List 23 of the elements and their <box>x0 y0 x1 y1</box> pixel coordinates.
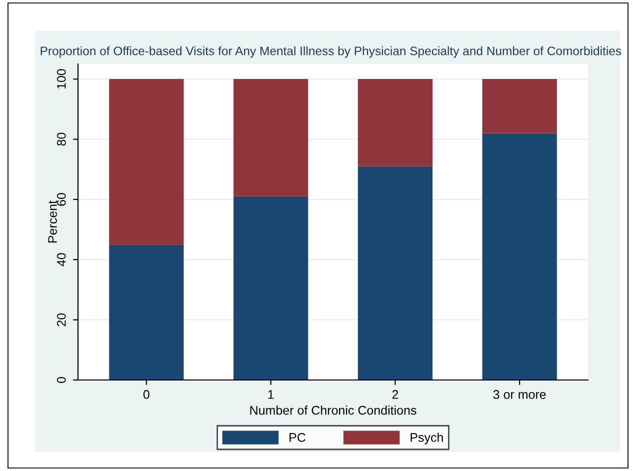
bar <box>233 79 308 196</box>
y-tick-label: 100 <box>56 69 66 89</box>
bar <box>482 79 557 134</box>
bar <box>109 79 184 245</box>
y-axis-title: Percent <box>48 200 57 243</box>
y-tick-label: 80 <box>56 132 66 146</box>
x-tick-label: 2 <box>392 390 398 399</box>
legend-label: Psych <box>410 432 443 444</box>
bar <box>233 196 308 380</box>
y-tick-label: 60 <box>56 192 66 206</box>
bar <box>109 244 184 380</box>
y-tick-label: 40 <box>56 253 66 266</box>
bar <box>482 133 557 380</box>
y-tick-label: 20 <box>56 313 66 326</box>
x-tick-label: 3 or more <box>493 390 546 399</box>
bar <box>358 166 433 380</box>
x-axis-title: Number of Chronic Conditions <box>250 406 416 415</box>
bar <box>358 79 433 166</box>
x-tick-label: 0 <box>143 390 150 399</box>
legend-label: PC <box>290 433 306 442</box>
chart-title: Proportion of Office-based Visits for Any Mental Illness by Physician Specialty and Number of Comorbidities <box>40 46 622 58</box>
x-tick-label: 1 <box>268 390 274 399</box>
y-tick-label: 0 <box>56 377 66 383</box>
